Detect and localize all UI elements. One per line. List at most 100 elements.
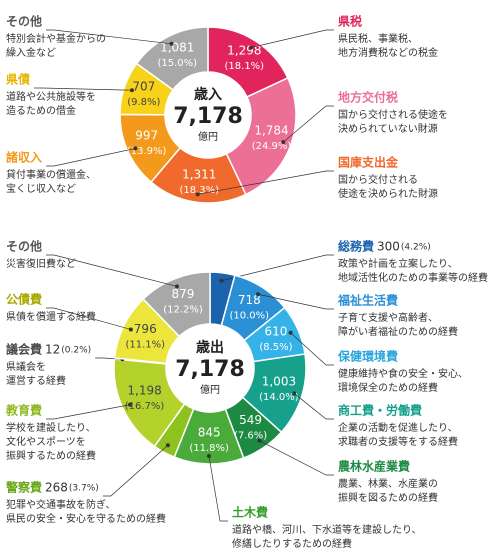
note: 農業、林業、水産業の — [338, 477, 438, 490]
percent-label: (14.0%) — [259, 392, 299, 403]
percent-label: (7.6%) — [234, 430, 267, 441]
percent-label: (0.2%) — [61, 346, 91, 356]
value-label: 718 — [238, 293, 261, 307]
leader-line — [46, 307, 131, 330]
note: 犯罪や交通事故を防ぎ、 — [6, 498, 116, 511]
note: 修繕したりするための経費 — [232, 537, 352, 550]
percent-label: (11.8%) — [189, 443, 229, 454]
category-name: 農林水産業費 — [338, 459, 410, 474]
leader-dot — [292, 391, 297, 396]
leader-line — [197, 170, 334, 195]
note: 国から交付される — [338, 173, 418, 186]
leader-dot — [255, 292, 260, 297]
note: 文化やスポーツを — [6, 435, 86, 448]
note: 県議会を — [6, 360, 46, 373]
leader-dot — [219, 278, 224, 283]
note: 繰入金など — [6, 46, 56, 59]
note: 県債を償還する経費 — [6, 310, 96, 323]
value-label: 268 — [45, 481, 68, 495]
center — [166, 73, 250, 157]
value-label: 879 — [172, 287, 195, 301]
leader-dot — [206, 453, 211, 458]
center-total: 7,178 — [173, 104, 243, 129]
category-name: 諸収入 — [6, 150, 42, 165]
leader-dot — [257, 438, 262, 443]
note: 企業の活動を促進したり、 — [338, 421, 458, 434]
note: 災害復旧費など — [6, 257, 76, 270]
percent-label: (13.9%) — [127, 146, 167, 157]
note: 振興を図るための経費 — [338, 491, 438, 504]
leader-dot — [128, 402, 133, 407]
percent-label: (15.0%) — [157, 58, 197, 69]
value-label: 1,311 — [182, 167, 216, 181]
leader-line — [46, 148, 136, 167]
percent-label: (12.2%) — [163, 304, 203, 315]
value-label: 796 — [134, 322, 157, 336]
note: 求職者の支援等をする経費 — [338, 435, 458, 448]
value-label: 845 — [198, 425, 221, 439]
value-label: 610 — [265, 325, 288, 339]
value-label: 707 — [132, 80, 155, 94]
note: 県民の安全・安心を守るための経費 — [6, 512, 166, 525]
note: 運営する経費 — [6, 374, 66, 387]
center-title: 歳入 — [194, 86, 222, 103]
leader-dot — [174, 284, 179, 289]
category-name: 国庫支出金 — [338, 155, 399, 170]
leader-line — [250, 29, 334, 48]
percent-label: (24.9%) — [252, 141, 292, 152]
leader-line — [102, 445, 169, 497]
category-name: 地方交付税 — [338, 90, 398, 105]
note: 国から交付される使途を — [338, 108, 448, 121]
category-name: 土木費 — [232, 505, 268, 520]
leader-line — [283, 105, 334, 143]
leader-line — [259, 440, 334, 476]
leader-dot — [195, 192, 200, 197]
note: 振興するための経費 — [6, 449, 96, 462]
category-name: 県税 — [338, 14, 362, 29]
category-name: 総務費 — [338, 239, 374, 254]
percent-label: (3.7%) — [69, 484, 99, 494]
category-name: 議会費 — [6, 342, 42, 357]
percent-label: (10.0%) — [229, 311, 269, 322]
value-label: 1,784 — [254, 123, 288, 137]
note: 道路や橋、河川、下水道等を建設したり、 — [232, 523, 422, 536]
percent-label: (16.7%) — [125, 401, 165, 412]
note: 環境保全のための経費 — [338, 381, 438, 394]
slice — [225, 76, 297, 196]
note: 道路や公共施設等を — [6, 90, 96, 103]
category-name: 福祉生活費 — [337, 293, 398, 308]
leader-line — [290, 332, 334, 366]
category-name: その他 — [6, 239, 42, 254]
note: 特別会計や基金からの — [6, 32, 106, 45]
leader-dot — [128, 327, 133, 332]
leader-line — [46, 254, 178, 287]
leader-dot — [281, 140, 286, 145]
category-name: 保健環境費 — [337, 349, 398, 364]
center-unit: 億円 — [200, 383, 220, 396]
category-name: 公債費 — [6, 292, 42, 307]
note: 子育て支援や高齢者、 — [338, 311, 438, 324]
leader-dot — [129, 88, 134, 93]
leader-line — [46, 29, 172, 45]
leader-line — [294, 393, 334, 420]
value-label: 1,298 — [227, 44, 261, 58]
category-name: 県債 — [6, 72, 30, 87]
center-total: 7,178 — [175, 357, 245, 382]
leader-line — [34, 87, 132, 91]
note: 健康維持や食の安全・安心、 — [338, 367, 468, 380]
category-name: 教育費 — [5, 403, 42, 418]
note: 学校を建設したり、 — [6, 421, 96, 434]
category-name: その他 — [6, 14, 42, 29]
percent-label: (11.1%) — [125, 339, 165, 350]
leader-dot — [288, 330, 293, 335]
percent-label: (4.2%) — [401, 243, 431, 253]
category-name: 商工費・労働費 — [338, 403, 422, 418]
percent-label: (18.3%) — [179, 185, 219, 196]
leader-dot — [133, 146, 138, 151]
note: 造るための借金 — [6, 104, 76, 117]
note: 地域活性化のための事業等の経費 — [338, 271, 488, 284]
leader-dot — [249, 45, 254, 50]
leader-line — [208, 455, 228, 522]
value-label: 1,003 — [262, 374, 296, 388]
